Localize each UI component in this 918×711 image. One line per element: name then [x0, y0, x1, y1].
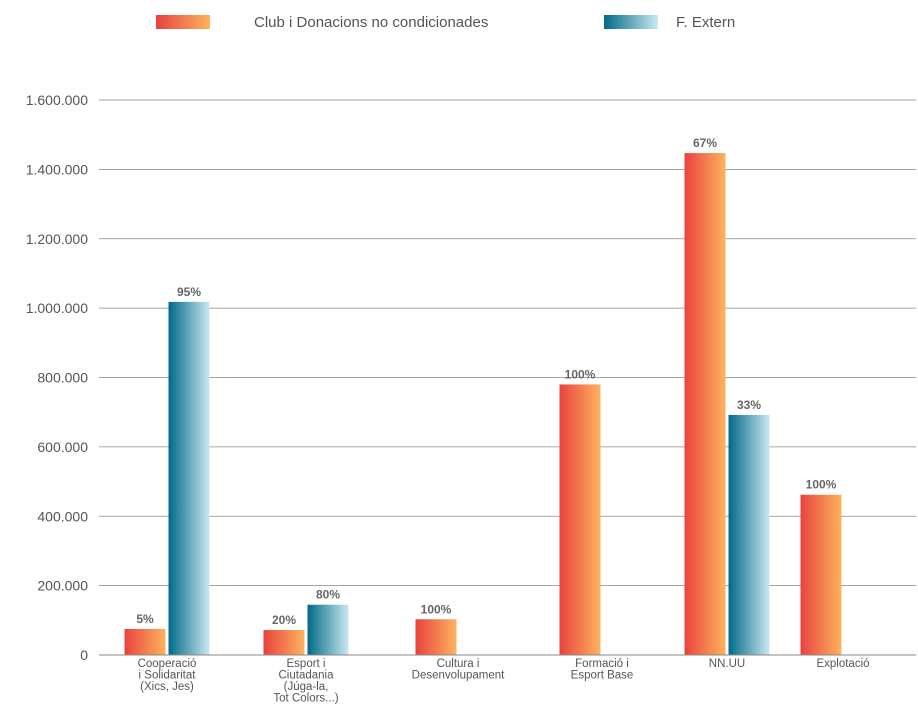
x-tick-line: Esport i: [287, 658, 326, 670]
x-tick-label: Formació i Esport Base: [571, 658, 634, 682]
x-tick-label: NN.UU: [709, 658, 745, 670]
x-tick-line: (Júga-la,: [284, 681, 329, 693]
data-label: 33%: [737, 398, 761, 412]
x-tick-line: Cooperació: [138, 658, 197, 670]
y-tick-label: 1.000.000: [26, 300, 88, 316]
x-tick-line: Formació i: [575, 658, 629, 670]
x-tick-line: Desenvolupament: [412, 670, 506, 682]
data-label: 100%: [421, 602, 452, 616]
data-label: 67%: [693, 136, 717, 150]
x-tick-line: Tot Colors...): [273, 693, 338, 705]
bar[interactable]: [263, 630, 305, 655]
y-tick-label: 600.000: [37, 439, 88, 455]
y-tick-label: 400.000: [37, 508, 88, 524]
legend-label: F. Extern: [676, 14, 735, 31]
bar[interactable]: [684, 153, 726, 655]
data-label: 80%: [316, 588, 340, 602]
x-tick-line: NN.UU: [709, 658, 745, 670]
data-label: 100%: [806, 478, 837, 492]
x-tick-line: i Solidaritat: [139, 670, 197, 682]
legend-swatch: [604, 15, 658, 29]
data-label: 5%: [136, 612, 154, 626]
x-tick-line: Ciutadania: [279, 670, 335, 682]
x-tick-line: (Xics, Jes): [140, 681, 194, 693]
bar[interactable]: [307, 604, 349, 655]
x-tick-label: Esport i Ciutadania (Júga-la, Tot Colors...…: [273, 658, 338, 705]
y-tick-label: 0: [80, 647, 88, 663]
y-tick-label: 800.000: [37, 370, 88, 386]
data-label: 20%: [272, 613, 296, 627]
legend-label: Club i Donacions no condicionades: [254, 14, 488, 31]
x-tick-line: Explotació: [816, 658, 869, 670]
bar[interactable]: [728, 414, 770, 655]
x-tick-line: Cultura i: [437, 658, 480, 670]
bar[interactable]: [124, 628, 166, 655]
y-tick-label: 1.600.000: [26, 92, 88, 108]
bar[interactable]: [415, 619, 457, 655]
y-tick-label: 1.400.000: [26, 161, 88, 177]
y-tick-label: 1.200.000: [26, 231, 88, 247]
data-label: 100%: [565, 367, 596, 381]
bar[interactable]: [800, 494, 842, 655]
x-tick-line: Esport Base: [571, 670, 634, 682]
data-label: 95%: [177, 285, 201, 299]
x-tick-label: Cultura i Desenvolupament: [412, 658, 506, 682]
x-tick-label: Cooperació i Solidaritat (Xics, Jes): [138, 658, 197, 693]
bar[interactable]: [559, 384, 601, 655]
bar[interactable]: [168, 301, 210, 655]
x-tick-label: Explotació: [816, 658, 869, 670]
y-tick-label: 200.000: [37, 578, 88, 594]
legend-swatch: [156, 15, 210, 29]
